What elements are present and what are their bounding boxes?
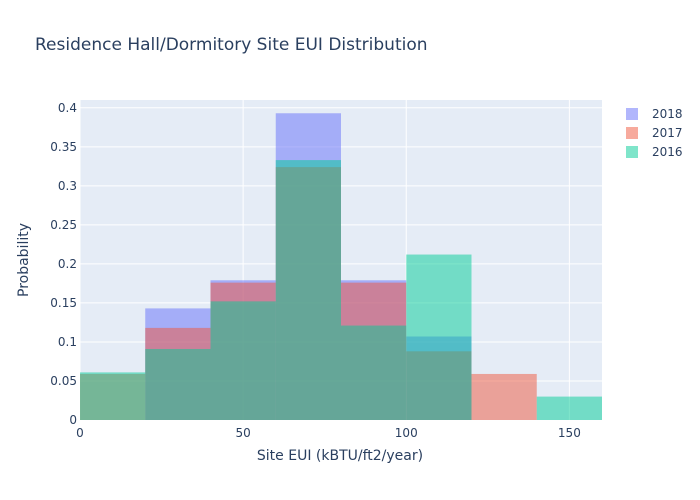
y-axis-ticks: 0 0.05 0.1 0.15 0.2 0.25 0.3 0.35 0.4	[50, 101, 77, 427]
x-tick-label: 150	[558, 426, 581, 440]
chart-title: Residence Hall/Dormitory Site EUI Distri…	[35, 35, 428, 55]
bar-2016-bin-7	[536, 396, 602, 420]
y-tick-label: 0.15	[50, 296, 77, 310]
y-axis-title: Probability	[16, 223, 32, 297]
bar-2016-bin-5	[406, 254, 472, 420]
x-tick-label: 50	[235, 426, 250, 440]
y-tick-label: 0.05	[50, 374, 77, 388]
bar-2016-bin-2	[210, 301, 276, 420]
legend-swatch-2016	[626, 146, 638, 158]
y-tick-label: 0	[69, 413, 77, 427]
bars-group	[80, 113, 602, 420]
bar-2016-bin-4	[341, 325, 407, 420]
x-axis-title: Site EUI (kBTU/ft2/year)	[257, 448, 423, 464]
x-axis-ticks: 0 50 100 150	[76, 426, 581, 440]
legend: 2018 2017 2016	[626, 107, 683, 159]
y-tick-label: 0.25	[50, 218, 77, 232]
y-tick-label: 0.35	[50, 140, 77, 154]
x-tick-label: 0	[76, 426, 84, 440]
legend-swatch-2017	[626, 127, 638, 139]
legend-label-2017: 2017	[652, 126, 683, 140]
bar-2016-bin-0	[80, 372, 146, 420]
legend-swatch-2018	[626, 108, 638, 120]
legend-label-2018: 2018	[652, 107, 683, 121]
legend-label-2016: 2016	[652, 145, 683, 159]
y-tick-label: 0.4	[58, 101, 77, 115]
bar-2016-bin-3	[275, 160, 341, 420]
y-tick-label: 0.1	[58, 335, 77, 349]
x-tick-label: 100	[395, 426, 418, 440]
bar-2016-bin-1	[145, 348, 211, 420]
bar-2017-bin-6	[471, 373, 537, 420]
y-tick-label: 0.3	[58, 179, 77, 193]
y-tick-label: 0.2	[58, 257, 77, 271]
